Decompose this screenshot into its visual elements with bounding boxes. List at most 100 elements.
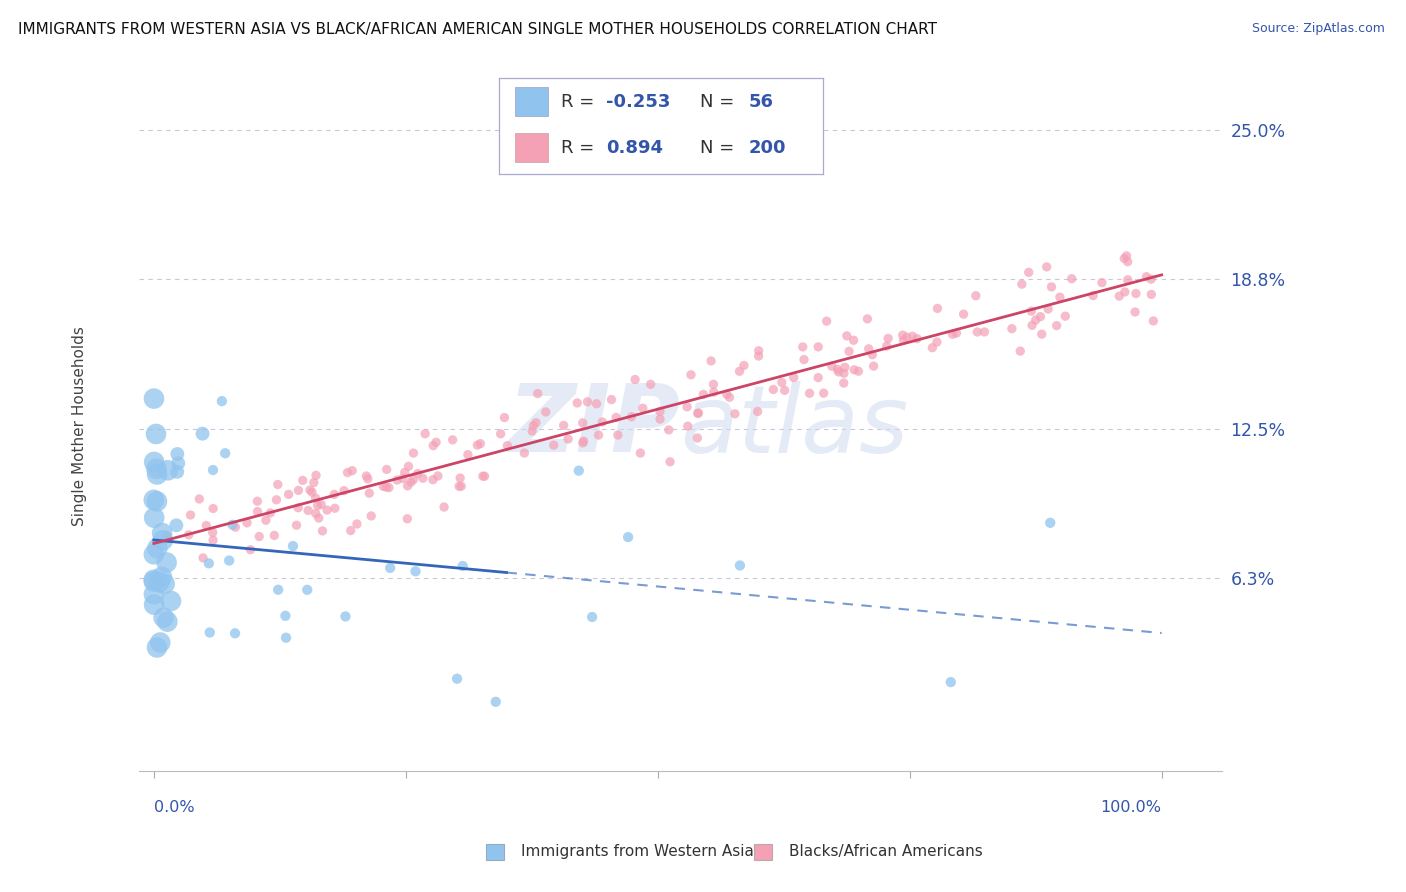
Point bbox=[686, 431, 709, 445]
Point bbox=[838, 344, 860, 359]
Point bbox=[686, 406, 709, 420]
Point bbox=[160, 594, 183, 608]
Point bbox=[236, 516, 259, 530]
Point bbox=[1140, 272, 1163, 286]
Point bbox=[783, 370, 806, 384]
Point bbox=[202, 463, 225, 477]
Point bbox=[425, 435, 447, 450]
Point bbox=[246, 494, 269, 508]
Point bbox=[966, 325, 988, 339]
Point bbox=[340, 464, 363, 478]
Text: Single Mother Households: Single Mother Households bbox=[72, 326, 87, 526]
Point bbox=[149, 635, 172, 649]
Point bbox=[378, 481, 401, 495]
Point bbox=[346, 516, 368, 531]
Point bbox=[188, 491, 211, 506]
Point bbox=[600, 392, 623, 407]
Point bbox=[441, 433, 464, 447]
Point bbox=[373, 479, 395, 493]
Point bbox=[703, 384, 725, 399]
Point bbox=[385, 473, 408, 487]
Point bbox=[146, 640, 169, 655]
Point bbox=[807, 370, 830, 384]
Point bbox=[620, 409, 643, 424]
Point bbox=[1116, 254, 1139, 268]
Point bbox=[356, 469, 378, 483]
Point bbox=[142, 574, 165, 589]
Point bbox=[179, 508, 201, 522]
Text: Blacks/African Americans: Blacks/African Americans bbox=[789, 845, 983, 859]
Point bbox=[156, 615, 179, 629]
Point bbox=[925, 334, 948, 349]
Text: Source: ZipAtlas.com: Source: ZipAtlas.com bbox=[1251, 22, 1385, 36]
Point bbox=[1039, 516, 1062, 530]
Point bbox=[728, 364, 751, 378]
Point bbox=[877, 331, 900, 345]
Point bbox=[891, 328, 914, 343]
Point bbox=[146, 541, 169, 556]
Point bbox=[793, 352, 815, 367]
Point bbox=[605, 410, 627, 425]
Point bbox=[146, 494, 169, 508]
Point bbox=[266, 492, 288, 507]
Point bbox=[848, 364, 870, 378]
Point bbox=[152, 610, 174, 624]
Point bbox=[747, 404, 769, 418]
Point bbox=[939, 675, 962, 690]
Point bbox=[214, 446, 236, 460]
Point bbox=[834, 360, 856, 375]
Point bbox=[405, 564, 427, 578]
Point bbox=[413, 426, 436, 441]
Point bbox=[281, 539, 304, 553]
Point bbox=[394, 466, 416, 480]
Bar bbox=[515, 87, 547, 116]
Point bbox=[702, 377, 724, 392]
Text: 200: 200 bbox=[748, 139, 786, 157]
Point bbox=[422, 439, 444, 453]
Point bbox=[553, 418, 575, 433]
Point bbox=[277, 487, 299, 501]
Point bbox=[1054, 310, 1077, 324]
Point bbox=[522, 418, 544, 433]
Point bbox=[396, 479, 419, 493]
Point bbox=[145, 462, 167, 476]
Point bbox=[156, 556, 179, 570]
Point bbox=[724, 407, 747, 421]
Point bbox=[624, 372, 647, 386]
Point bbox=[1108, 289, 1130, 303]
Point bbox=[692, 387, 714, 401]
Text: -0.253: -0.253 bbox=[606, 93, 671, 111]
Point bbox=[921, 341, 943, 355]
Point bbox=[1036, 301, 1059, 316]
Point bbox=[901, 329, 924, 343]
Point bbox=[770, 376, 793, 390]
Point bbox=[426, 469, 449, 483]
Text: N =: N = bbox=[700, 93, 740, 111]
Point bbox=[716, 387, 738, 401]
Point bbox=[1001, 321, 1024, 335]
Point bbox=[896, 330, 918, 344]
Point bbox=[307, 499, 329, 513]
Point bbox=[718, 390, 741, 404]
Point bbox=[905, 332, 928, 346]
Point bbox=[591, 415, 613, 429]
Point bbox=[191, 426, 214, 441]
Point bbox=[142, 547, 165, 561]
Point bbox=[1142, 314, 1164, 328]
Point bbox=[858, 342, 880, 356]
Point bbox=[399, 475, 422, 489]
Text: 0.0%: 0.0% bbox=[153, 799, 194, 814]
Point bbox=[166, 447, 188, 461]
Point bbox=[1021, 318, 1043, 333]
Point bbox=[1116, 273, 1139, 287]
Point bbox=[202, 501, 225, 516]
Point bbox=[792, 340, 814, 354]
Point bbox=[862, 359, 884, 373]
Point bbox=[494, 410, 516, 425]
Point bbox=[606, 428, 628, 442]
Point bbox=[221, 517, 243, 532]
Point bbox=[451, 559, 474, 574]
Point bbox=[239, 542, 262, 557]
Point bbox=[198, 557, 221, 571]
Point bbox=[150, 526, 173, 541]
